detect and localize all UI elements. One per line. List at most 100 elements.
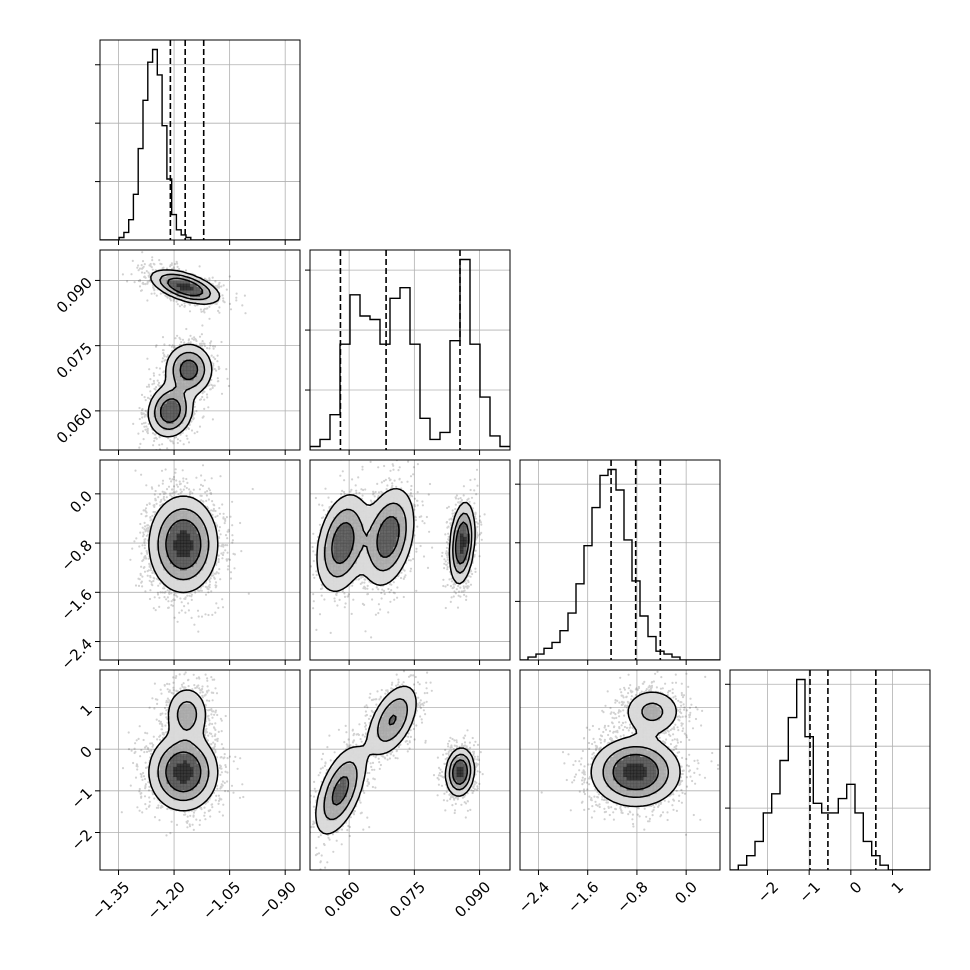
density-cell	[466, 526, 471, 531]
density-cell	[383, 726, 388, 731]
density-cell	[206, 530, 211, 534]
density-cell	[333, 583, 338, 588]
density-cell	[186, 563, 191, 568]
density-cell	[620, 766, 624, 771]
density-cell	[166, 386, 171, 391]
density-cell	[610, 776, 614, 781]
density-cell	[166, 396, 171, 401]
density-cell	[153, 776, 158, 781]
density-cell	[170, 726, 174, 731]
density-cell	[360, 510, 364, 514]
density-cell	[410, 520, 414, 524]
density-cell	[173, 776, 178, 781]
density-cell	[210, 546, 214, 551]
density-cell	[383, 703, 388, 708]
density-cell	[366, 520, 371, 524]
density-cell	[666, 763, 671, 768]
density-cell	[386, 713, 391, 718]
density-panel-1-2	[309, 459, 511, 665]
density-cell	[463, 773, 468, 778]
histogram-panel-2	[515, 459, 721, 665]
density-cell	[396, 560, 401, 564]
density-cell	[393, 730, 398, 734]
histogram-panel-3	[725, 669, 931, 875]
density-cell	[643, 740, 648, 744]
density-cell	[200, 713, 204, 718]
density-cell	[640, 746, 644, 751]
density-cell	[396, 693, 401, 698]
density-cell	[376, 716, 381, 721]
density-cell	[186, 703, 191, 708]
density-cell	[380, 536, 384, 541]
density-cell	[670, 786, 674, 791]
density-cell	[183, 386, 188, 391]
density-cell	[400, 536, 404, 541]
density-cell	[176, 780, 181, 784]
density-cell	[376, 580, 381, 584]
density-cell	[203, 533, 208, 538]
density-cell	[610, 780, 614, 784]
density-cell	[176, 533, 181, 538]
density-cell	[456, 776, 461, 781]
density-cell	[173, 286, 178, 291]
density-cell	[166, 740, 171, 744]
density-cell	[386, 526, 391, 531]
density-cell	[173, 746, 178, 751]
density-cell	[203, 293, 208, 298]
density-cell	[663, 770, 668, 774]
density-cell	[320, 790, 324, 794]
density-cell	[180, 516, 184, 521]
density-cell	[333, 796, 338, 801]
density-cell	[190, 693, 194, 698]
density-cell	[350, 570, 354, 574]
density-cell	[316, 816, 321, 821]
density-cell	[463, 573, 468, 578]
density-cell	[150, 410, 154, 414]
density-cell	[360, 536, 364, 541]
density-cell	[400, 530, 404, 534]
density-cell	[176, 763, 181, 768]
density-cell	[170, 520, 174, 524]
density-cell	[663, 703, 668, 708]
density-cell	[630, 803, 634, 808]
density-cell	[166, 276, 171, 281]
density-cell	[380, 516, 384, 521]
density-cell	[336, 550, 341, 554]
density-cell	[176, 713, 181, 718]
density-cell	[340, 580, 344, 584]
density-cell	[616, 750, 621, 754]
density-cell	[196, 720, 201, 724]
density-cell	[323, 526, 328, 531]
density-cell	[596, 773, 601, 778]
density-cell	[166, 403, 171, 408]
density-cell	[646, 760, 651, 764]
density-cell	[190, 543, 194, 548]
density-cell	[190, 520, 194, 524]
density-cell	[383, 503, 388, 508]
x-tick-label: −2.4	[515, 878, 553, 916]
density-cell	[620, 760, 624, 764]
density-cell	[356, 533, 361, 538]
density-cell	[463, 540, 468, 544]
density-cell	[173, 423, 178, 428]
density-cell	[190, 346, 194, 351]
density-cell	[623, 796, 628, 801]
density-cell	[393, 500, 398, 504]
density-cell	[173, 556, 178, 561]
y-tick-label: −1.6	[58, 586, 96, 624]
density-cell	[640, 706, 644, 711]
density-cell	[646, 783, 651, 788]
density-cell	[656, 726, 661, 731]
density-cell	[636, 776, 641, 781]
density-cell	[180, 533, 184, 538]
density-cell	[160, 510, 164, 514]
density-cell	[606, 766, 611, 771]
panel-frame	[309, 459, 511, 661]
density-cell	[173, 426, 178, 431]
density-cell	[190, 700, 194, 704]
density-cell	[340, 583, 344, 588]
density-cell	[196, 566, 201, 571]
density-cell	[206, 763, 211, 768]
density-cell	[183, 403, 188, 408]
density-cell	[203, 383, 208, 388]
